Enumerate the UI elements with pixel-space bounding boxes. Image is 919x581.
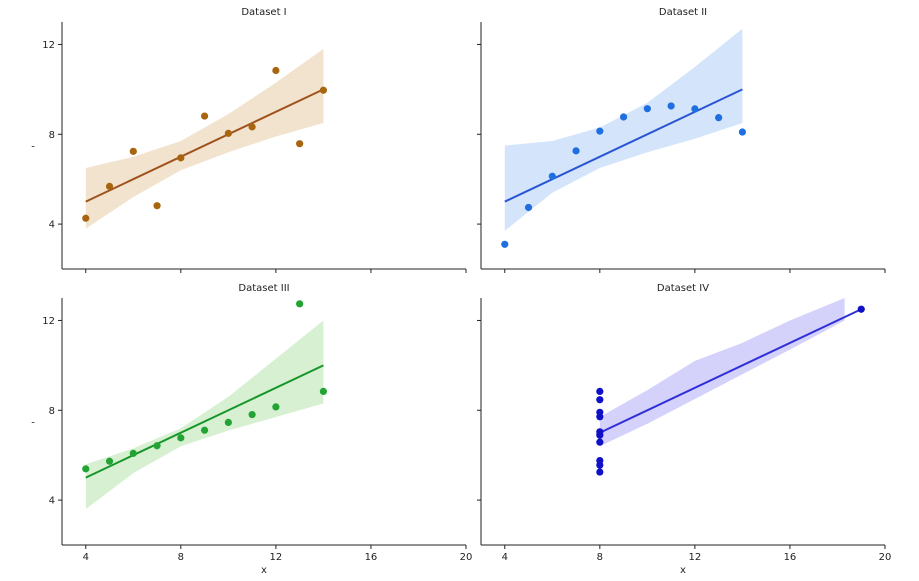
x-tick-label: 20 [879, 552, 892, 563]
panel-title: Dataset I [241, 7, 286, 18]
panel-title: Dataset II [659, 7, 707, 18]
y-tick-label: 12 [42, 40, 55, 51]
data-point [319, 86, 328, 94]
data-point [177, 434, 185, 442]
x-tick-label: 4 [83, 552, 89, 563]
data-point [319, 387, 328, 396]
data-point [224, 418, 232, 426]
panel-3: 4 8 12 4 8 12 16 20 Dataset III x - [31, 283, 472, 576]
data-point [596, 461, 604, 469]
data-point [596, 396, 604, 404]
data-point [524, 203, 533, 212]
y-tick-label: 8 [49, 406, 55, 417]
y-axis-label: - [31, 418, 35, 429]
confidence-band [599, 298, 845, 447]
data-point [596, 438, 604, 446]
y-tick-label: 4 [49, 220, 55, 231]
data-point [224, 129, 232, 137]
x-tick-label: 20 [460, 552, 473, 563]
regression-line [85, 364, 324, 479]
data-point [272, 66, 280, 75]
data-point [596, 387, 604, 396]
data-point [82, 465, 90, 473]
x-tick-label: 16 [784, 552, 797, 563]
data-point [501, 240, 509, 248]
data-point [129, 147, 137, 155]
x-tick-label: 4 [502, 552, 508, 563]
y-tick-label: 12 [42, 316, 55, 327]
x-axis-label: x [261, 565, 267, 576]
x-tick-label: 8 [178, 552, 184, 563]
panel-title: Dataset III [238, 283, 289, 294]
data-point [857, 305, 865, 313]
data-point [619, 113, 628, 121]
y-axis-label: - [31, 142, 35, 153]
data-point [200, 112, 209, 120]
confidence-band [85, 48, 324, 229]
data-point [738, 128, 747, 136]
x-tick-label: 16 [365, 552, 378, 563]
data-point [296, 140, 304, 148]
data-point [248, 123, 256, 131]
panel-2: Dataset II [477, 7, 886, 273]
y-tick-label: 8 [49, 130, 55, 141]
data-point [596, 468, 604, 476]
regression-line [85, 88, 324, 203]
data-point [715, 114, 723, 122]
data-point [82, 214, 90, 222]
data-point [596, 408, 604, 416]
y-tick-label: 4 [49, 496, 55, 507]
data-point [272, 403, 280, 411]
data-point [153, 202, 161, 210]
data-point [691, 105, 699, 113]
data-point [248, 410, 256, 419]
data-point [177, 154, 185, 162]
data-point [153, 442, 161, 450]
data-point [200, 426, 209, 434]
data-point [596, 127, 604, 135]
regression-line [599, 308, 862, 434]
data-point [296, 300, 304, 308]
confidence-band [85, 320, 324, 510]
panel-title: Dataset IV [657, 283, 709, 294]
data-point [105, 457, 114, 465]
x-axis-label: x [680, 565, 686, 576]
panel-1: 4 8 12 Dataset I - [31, 7, 467, 273]
x-tick-label: 12 [689, 552, 702, 563]
regression-line [504, 88, 743, 203]
panel-4: 4 8 12 16 20 Dataset IV x [477, 283, 891, 576]
data-point [643, 105, 651, 113]
data-point [548, 172, 556, 180]
data-point [596, 431, 604, 439]
confidence-band [504, 28, 743, 231]
x-tick-label: 8 [597, 552, 603, 563]
data-point [667, 102, 675, 110]
data-point [129, 449, 137, 457]
x-tick-label: 12 [270, 552, 283, 563]
data-point [572, 147, 580, 155]
data-point [105, 182, 114, 190]
